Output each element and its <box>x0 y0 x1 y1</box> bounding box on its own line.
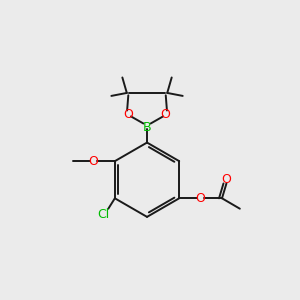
Text: O: O <box>160 108 170 121</box>
Text: B: B <box>143 121 151 134</box>
Text: O: O <box>221 173 231 186</box>
Text: Cl: Cl <box>97 208 109 221</box>
Text: O: O <box>124 108 134 121</box>
Text: O: O <box>196 192 206 205</box>
Text: O: O <box>88 154 98 168</box>
